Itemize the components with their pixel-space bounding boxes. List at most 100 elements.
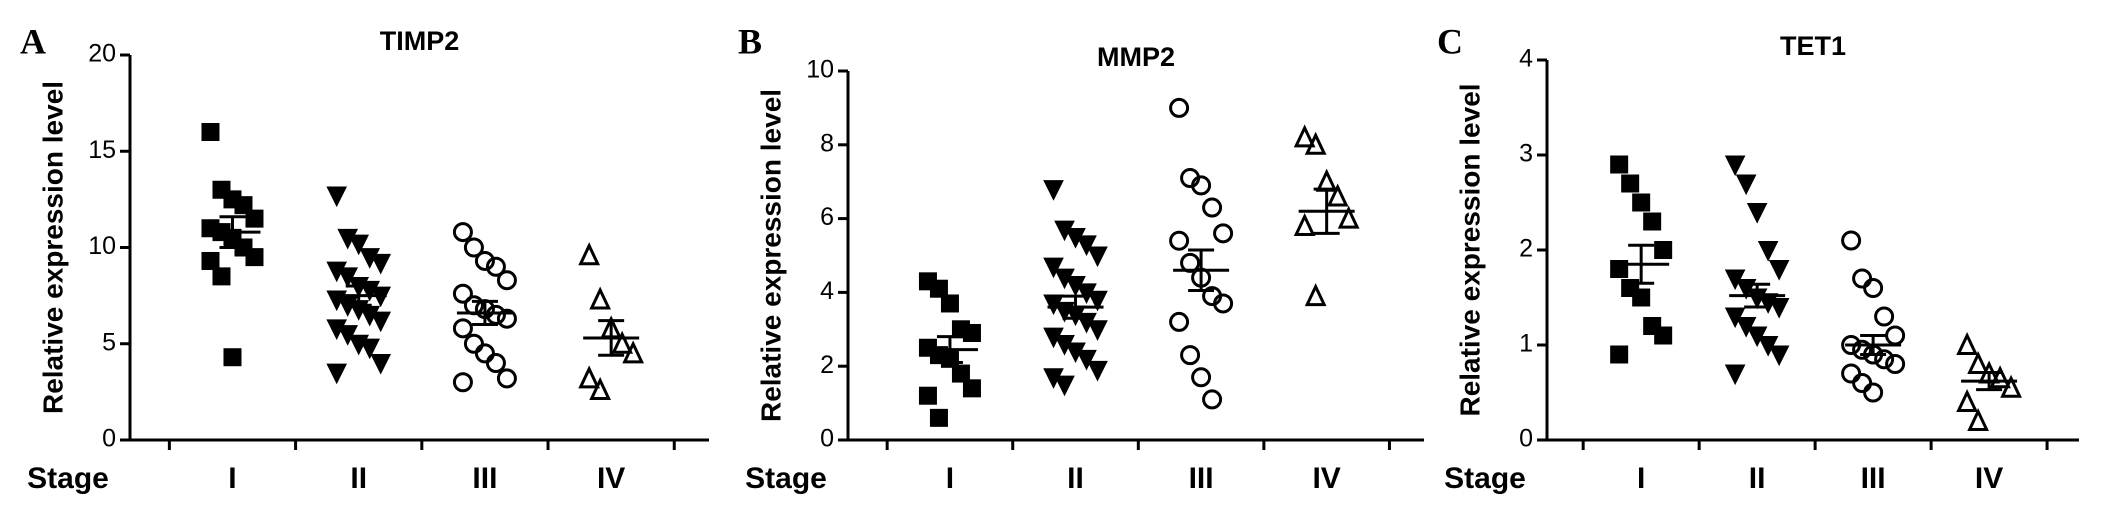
y-axis-label: Relative expression level (1454, 83, 1485, 416)
panel-label: A (20, 21, 46, 61)
point (1735, 174, 1757, 196)
point (485, 256, 506, 277)
point (359, 338, 381, 360)
point (1654, 326, 1673, 345)
x-tick-label: III (472, 462, 497, 495)
y-tick-label: 3 (1519, 140, 1533, 168)
point (1087, 360, 1108, 382)
point (496, 368, 517, 389)
point (1610, 155, 1629, 174)
point (929, 408, 948, 427)
point (1841, 230, 1862, 251)
point (370, 354, 392, 375)
point (962, 323, 981, 342)
x-tick-label: I (228, 462, 236, 495)
point (589, 286, 612, 310)
point (474, 343, 495, 364)
point (1169, 97, 1190, 118)
point (370, 253, 392, 275)
y-tick-label: 20 (88, 40, 116, 68)
point (326, 363, 348, 385)
point (245, 248, 264, 267)
point (1885, 354, 1906, 374)
point (452, 318, 473, 339)
point (1191, 175, 1212, 196)
point (2000, 374, 2022, 398)
point (245, 209, 264, 228)
y-axis-label: Relative expression level (37, 81, 68, 414)
point (1087, 320, 1108, 341)
y-tick-label: 6 (820, 203, 834, 231)
point (1654, 241, 1673, 259)
x-axis-label: Stage (27, 462, 109, 495)
x-tick-label: I (1637, 462, 1645, 495)
y-tick-label: 10 (88, 232, 116, 260)
point (1768, 298, 1790, 319)
point (1632, 193, 1651, 212)
y-tick-label: 0 (102, 425, 116, 453)
x-tick-label: II (1067, 462, 1084, 495)
x-tick-label: II (350, 462, 367, 495)
point (1989, 365, 2011, 389)
point (1076, 235, 1097, 257)
point (1863, 278, 1884, 298)
point (1293, 124, 1316, 148)
point (962, 379, 981, 398)
x-axis-label: Stage (1444, 462, 1526, 495)
point (452, 222, 473, 243)
point (1087, 246, 1108, 268)
x-tick-label: IV (1312, 462, 1340, 495)
point (474, 250, 495, 271)
y-tick-label: 8 (820, 129, 834, 157)
point (1852, 339, 1873, 360)
point (1621, 174, 1640, 193)
point (1191, 367, 1212, 388)
panel-label: B (738, 21, 762, 61)
point (452, 283, 473, 304)
x-tick-label: IV (597, 462, 625, 495)
point (1610, 345, 1629, 364)
point (1746, 203, 1768, 224)
point (1768, 345, 1790, 367)
y-tick-label: 5 (102, 328, 116, 356)
point (1169, 311, 1190, 332)
y-tick-label: 2 (820, 351, 834, 379)
point (201, 123, 220, 141)
point (622, 340, 645, 364)
chart-title: MMP2 (1097, 42, 1175, 72)
point (1304, 131, 1327, 155)
point (1768, 260, 1790, 281)
point (1724, 364, 1746, 386)
x-axis-label: Stage (745, 462, 827, 495)
point (1293, 212, 1316, 236)
point (1315, 168, 1338, 192)
chart-title: TET1 (1780, 31, 1846, 61)
x-tick-label: III (1189, 462, 1214, 495)
chart-title: TIMP2 (380, 26, 460, 56)
point (348, 234, 370, 256)
point (1852, 373, 1873, 393)
point (1180, 345, 1201, 366)
point (1967, 350, 1989, 374)
y-tick-label: 10 (806, 56, 834, 84)
point (1202, 389, 1223, 410)
point (1956, 331, 1978, 355)
point (1076, 349, 1097, 371)
point (463, 333, 484, 354)
point (1757, 241, 1779, 262)
point (496, 308, 517, 329)
point (1874, 349, 1895, 370)
point (1202, 197, 1223, 218)
point (1337, 205, 1360, 229)
point (1852, 268, 1873, 289)
point (485, 353, 506, 373)
point (1213, 223, 1234, 244)
point (1724, 155, 1746, 177)
point (212, 267, 231, 286)
point (223, 348, 242, 367)
point (1967, 407, 1989, 431)
point (1043, 257, 1064, 279)
y-tick-label: 4 (820, 277, 834, 305)
point (929, 279, 948, 298)
point (1863, 382, 1884, 403)
